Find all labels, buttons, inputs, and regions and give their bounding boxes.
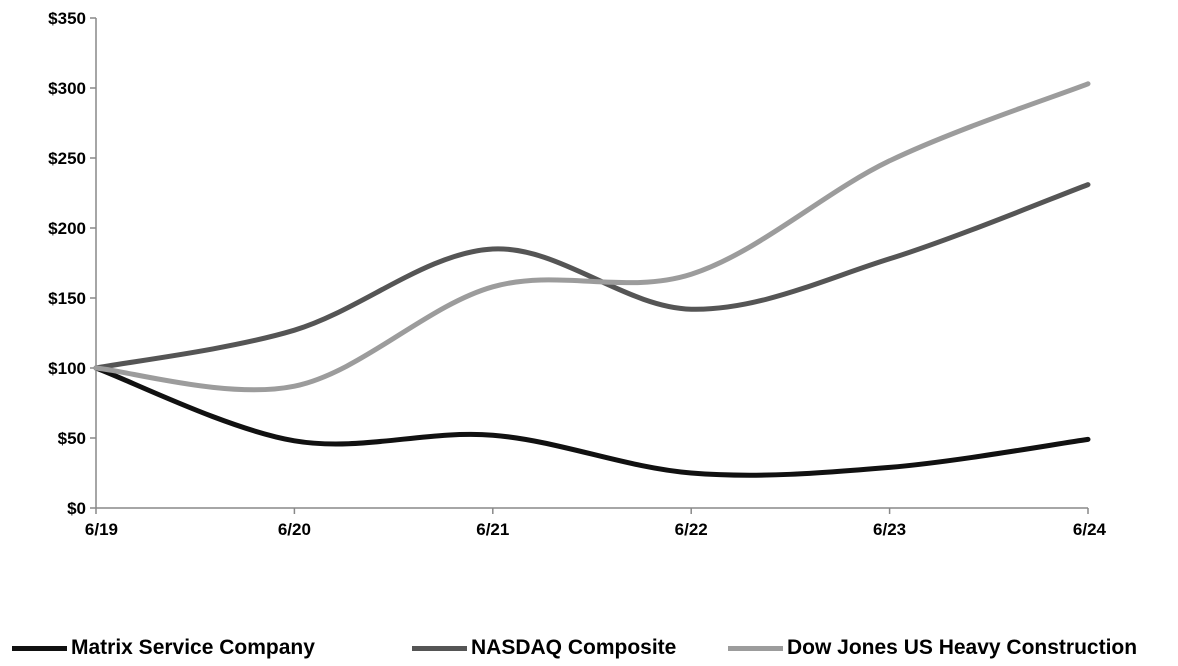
- legend-label-nasdaq: NASDAQ Composite: [471, 636, 677, 659]
- line-chart: $0$50$100$150$200$250$300$350 6/19 6/20 6/…: [48, 9, 1107, 539]
- x-tick-label: 6/20: [278, 520, 311, 539]
- x-tick-label: 6/22: [675, 520, 708, 539]
- series-line-2: [93, 81, 1091, 393]
- legend-swatch-matrix: [12, 645, 67, 651]
- legend-label-matrix: Matrix Service Company: [71, 636, 315, 659]
- y-tick-label: $300: [48, 79, 86, 98]
- y-tick-label: $100: [48, 359, 86, 378]
- legend-item-matrix: Matrix Service Company: [12, 636, 315, 660]
- series-lines: [93, 81, 1091, 478]
- y-tick-label: $350: [48, 9, 86, 28]
- y-tick-label: $150: [48, 289, 86, 308]
- legend-item-nasdaq: NASDAQ Composite: [412, 636, 676, 660]
- legend-label-dowjones: Dow Jones US Heavy Construction: [787, 636, 1138, 659]
- y-tick-label: $200: [48, 219, 86, 238]
- x-tick-label: 6/23: [873, 520, 906, 539]
- series-line-1: [93, 182, 1091, 371]
- x-tick-label: 6/24: [1073, 520, 1107, 539]
- y-axis: $0 $50 $100 $150 $200 $250 $300 $350: [48, 9, 97, 518]
- legend-item-dowjones: Dow Jones US Heavy Construction: [728, 636, 1137, 660]
- y-tick-label: $0: [67, 499, 86, 518]
- x-tick-label: 6/19: [85, 520, 118, 539]
- legend-swatch-nasdaq: [412, 645, 467, 651]
- series-line-0: [93, 365, 1091, 478]
- x-tick-label: 6/21: [476, 520, 509, 539]
- legend-swatch-dowjones: [728, 645, 783, 651]
- y-tick-label: $250: [48, 149, 86, 168]
- legend: Matrix Service Company NASDAQ Composite …: [0, 636, 1178, 666]
- y-tick-label: $50: [58, 429, 86, 448]
- x-axis: 6/19 6/20 6/21 6/22 6/23 6/24: [85, 507, 1107, 539]
